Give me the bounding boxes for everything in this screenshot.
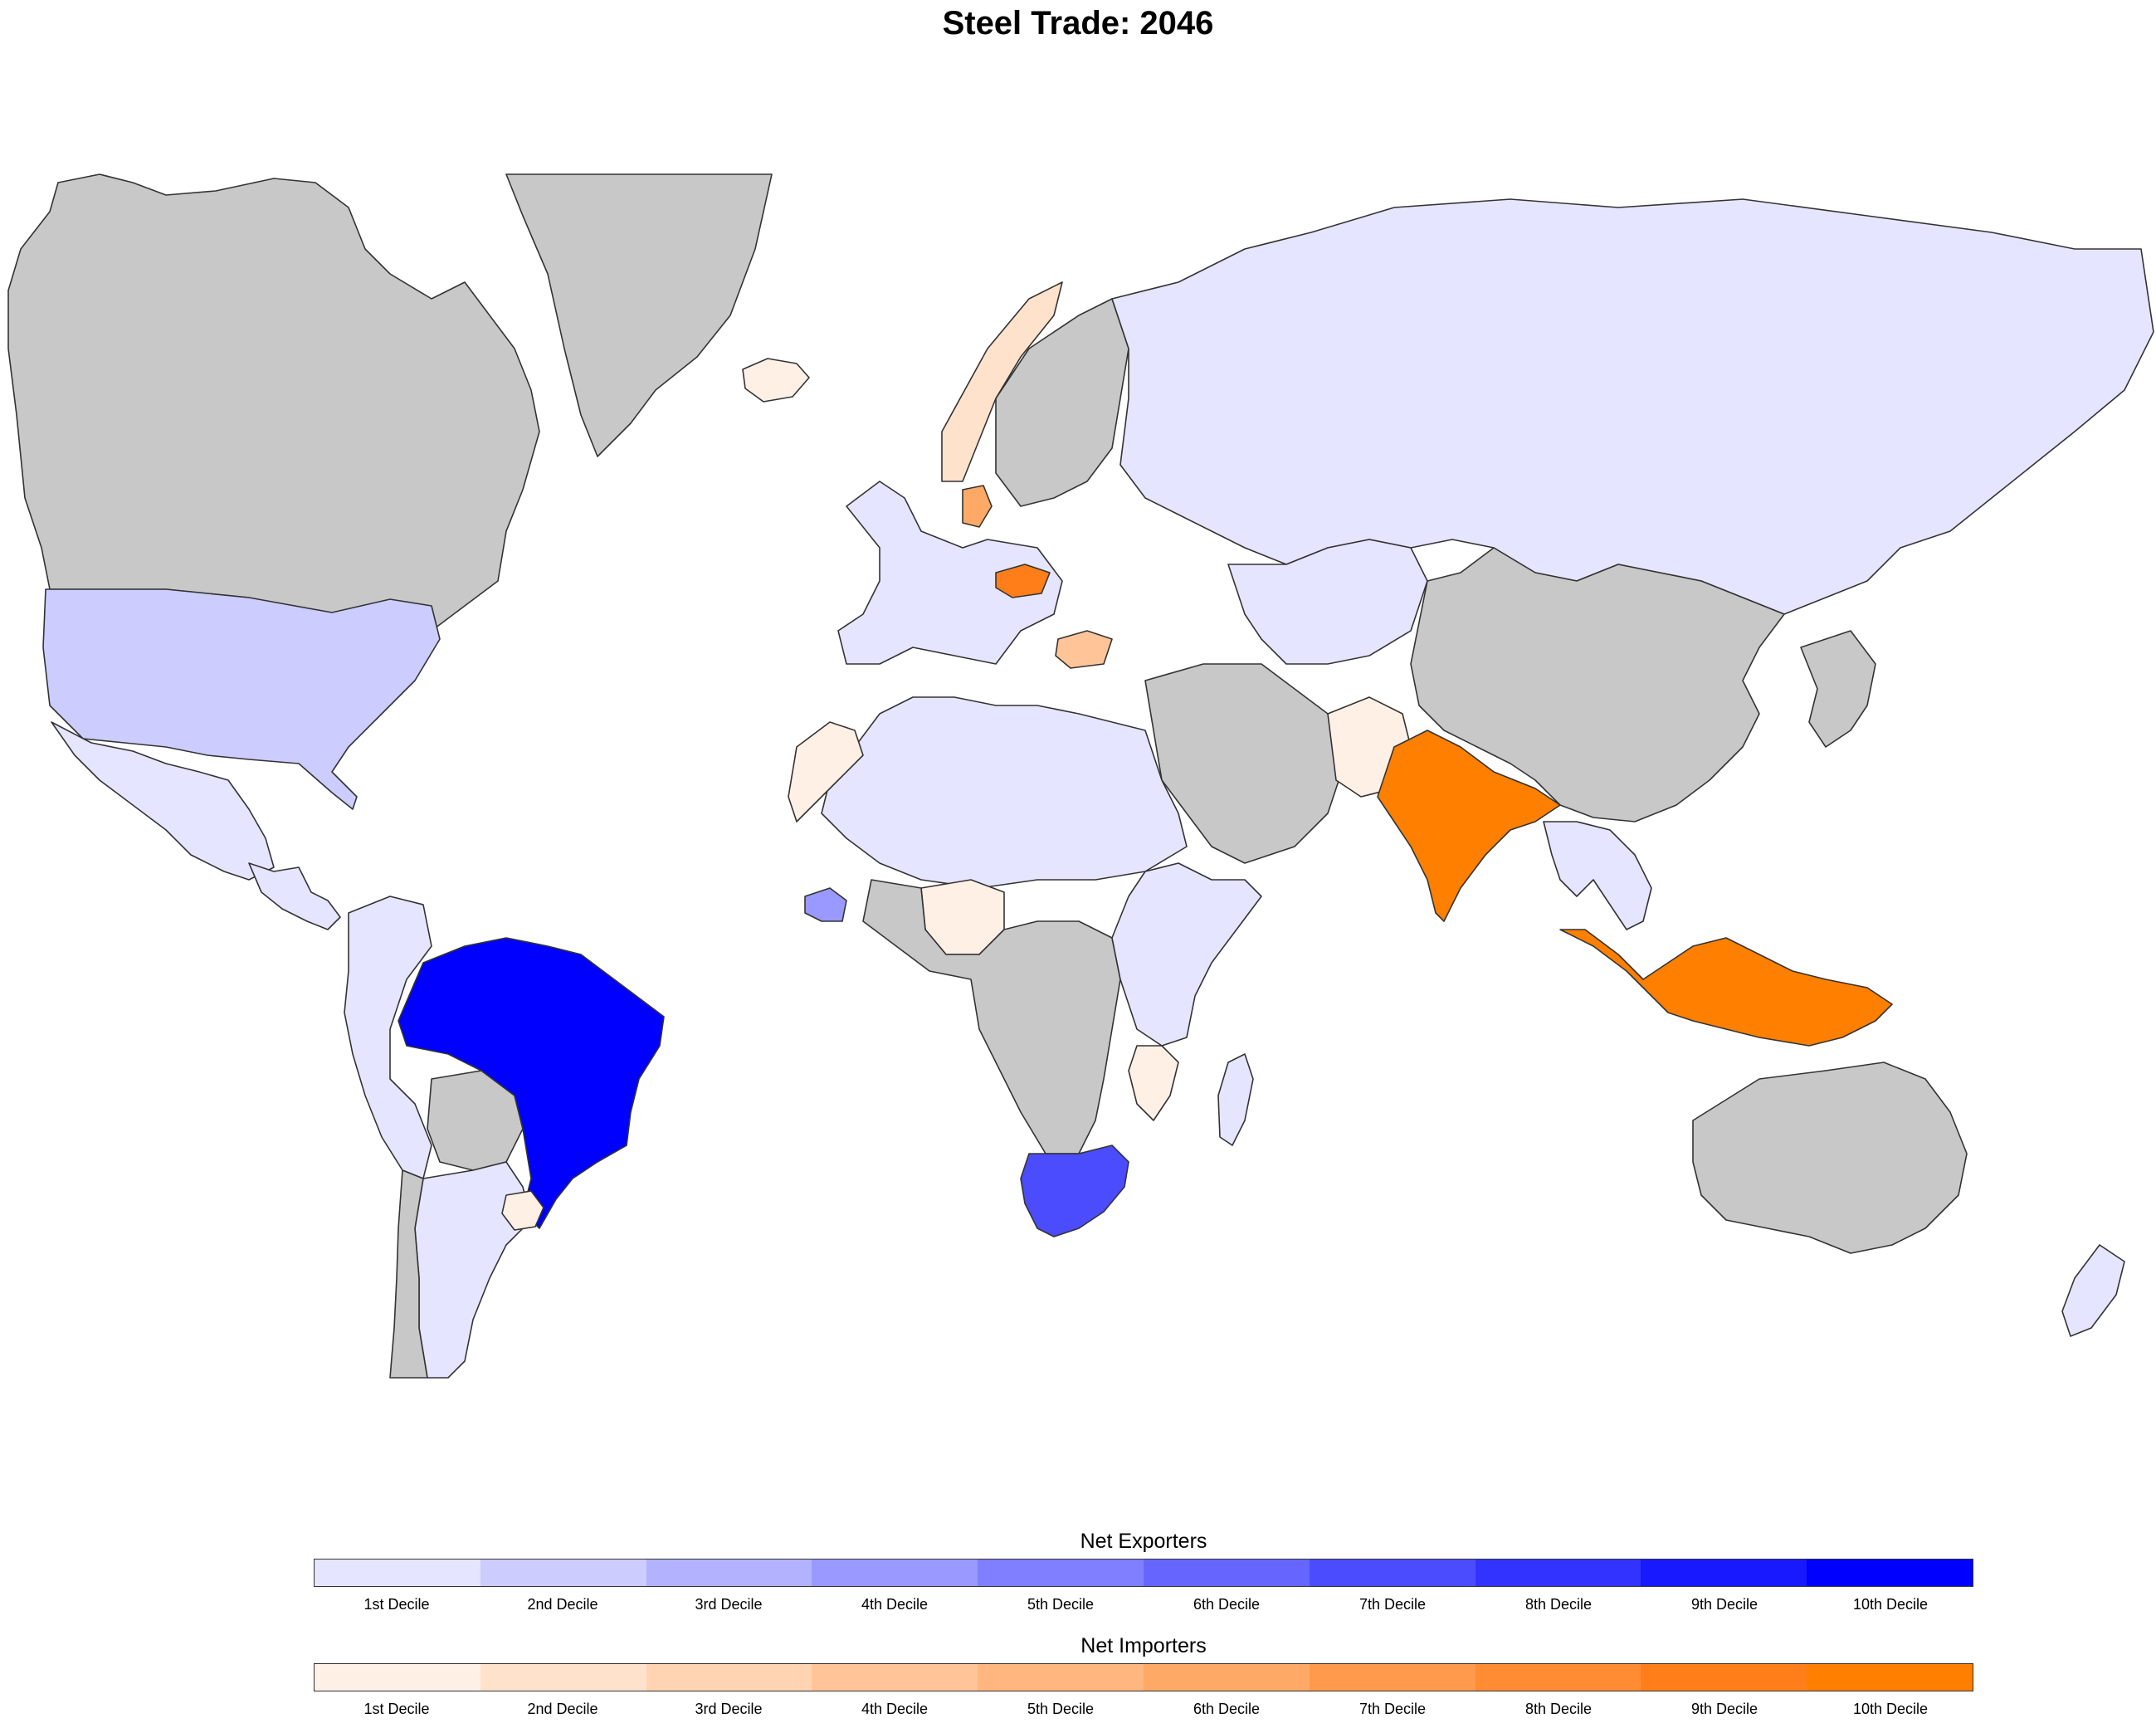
importers-swatch-5 bbox=[978, 1664, 1144, 1691]
exporters-tick-label-9: 9th Decile bbox=[1690, 1596, 1758, 1613]
region-canada bbox=[7, 173, 540, 656]
region-greenland bbox=[505, 173, 773, 457]
region-east-africa bbox=[1111, 862, 1262, 1047]
region-iceland bbox=[742, 358, 810, 403]
region-guinea bbox=[804, 887, 847, 922]
region-brazil bbox=[398, 937, 665, 1229]
importers-tick-label-6: 6th Decile bbox=[1193, 1701, 1261, 1717]
importers-swatch-3 bbox=[646, 1664, 812, 1691]
exporters-swatch-10 bbox=[1807, 1559, 1973, 1586]
exporters-tick-label-1: 1st Decile bbox=[363, 1596, 430, 1613]
importers-swatch-2 bbox=[480, 1664, 646, 1691]
exporters-swatch-1 bbox=[315, 1559, 480, 1586]
importers-swatch-8 bbox=[1475, 1664, 1641, 1691]
region-southeast-asia bbox=[1543, 821, 1652, 930]
exporters-swatch-3 bbox=[646, 1559, 812, 1586]
importers-tick-label-4: 4th Decile bbox=[861, 1701, 929, 1717]
importers-swatch-10 bbox=[1807, 1664, 1973, 1691]
exporters-swatch-4 bbox=[812, 1559, 978, 1586]
region-sweden-and-finland bbox=[995, 298, 1129, 507]
importers-tick-label-7: 7th Decile bbox=[1358, 1701, 1427, 1717]
region-russia bbox=[1111, 198, 2154, 615]
region-andean-countries bbox=[344, 896, 432, 1179]
region-middle-east bbox=[1144, 663, 1345, 864]
importers-tick-labels: 1st Decile 2nd Decile 3rd Decile 4th Decile… bbox=[314, 1700, 1973, 1718]
importers-tick-label-2: 2nd Decile bbox=[527, 1701, 598, 1717]
region-denmark bbox=[962, 485, 993, 528]
region-north-africa bbox=[821, 696, 1188, 889]
importers-tick-label-3: 3rd Decile bbox=[695, 1701, 763, 1717]
exporters-swatch-6 bbox=[1143, 1559, 1310, 1586]
region-australia bbox=[1692, 1062, 1968, 1254]
importers-tick-label-5: 5th Decile bbox=[1027, 1701, 1095, 1717]
region-south-africa bbox=[1020, 1145, 1129, 1237]
region-uruguay bbox=[501, 1190, 544, 1231]
region-china bbox=[1410, 547, 1785, 822]
importers-legend-title: Net Importers bbox=[1080, 1634, 1207, 1657]
region-mozambique bbox=[1128, 1045, 1179, 1121]
exporters-tick-label-7: 7th Decile bbox=[1358, 1596, 1427, 1613]
exporters-tick-label-10: 10th Decile bbox=[1852, 1596, 1929, 1613]
exporters-swatch-5 bbox=[978, 1559, 1144, 1586]
world-map bbox=[7, 173, 2154, 1379]
importers-tick-label-8: 8th Decile bbox=[1524, 1701, 1593, 1717]
importers-swatch-7 bbox=[1309, 1664, 1476, 1691]
exporters-color-bar bbox=[314, 1559, 1973, 1587]
exporters-tick-label-3: 3rd Decile bbox=[695, 1596, 763, 1613]
region-morocco bbox=[788, 721, 864, 822]
region-united-states bbox=[42, 588, 441, 810]
importers-tick-label-1: 1st Decile bbox=[363, 1701, 430, 1717]
importers-tick-label-9: 9th Decile bbox=[1690, 1701, 1758, 1717]
exporters-tick-labels: 1st Decile 2nd Decile 3rd Decile 4th Decile… bbox=[314, 1595, 1973, 1613]
region-chile bbox=[389, 1169, 428, 1379]
exporters-swatch-7 bbox=[1309, 1559, 1476, 1586]
region-central-and-southern-africa bbox=[862, 879, 1121, 1154]
exporters-tick-label-6: 6th Decile bbox=[1193, 1596, 1261, 1613]
region-new-zealand bbox=[2061, 1244, 2125, 1337]
importers-swatch-1 bbox=[315, 1664, 480, 1691]
exporters-legend-title: Net Exporters bbox=[1080, 1530, 1207, 1553]
exporters-tick-label-2: 2nd Decile bbox=[527, 1596, 598, 1613]
importers-tick-label-10: 10th Decile bbox=[1852, 1701, 1929, 1717]
region-indonesia bbox=[1559, 929, 1893, 1047]
region-mexico bbox=[51, 721, 275, 881]
importers-swatch-6 bbox=[1143, 1664, 1310, 1691]
map-title: Steel Trade: 2046 bbox=[942, 5, 1214, 41]
importers-swatch-4 bbox=[812, 1664, 978, 1691]
region-japan-and-korea bbox=[1800, 630, 1876, 748]
exporters-tick-label-4: 4th Decile bbox=[861, 1596, 929, 1613]
region-czech-republic bbox=[995, 564, 1051, 598]
region-western-europe bbox=[837, 481, 1063, 665]
region-norway bbox=[941, 281, 1063, 482]
importers-swatch-9 bbox=[1641, 1664, 1807, 1691]
exporters-swatch-8 bbox=[1475, 1559, 1641, 1586]
exporters-swatch-9 bbox=[1641, 1559, 1807, 1586]
region-madagascar bbox=[1217, 1053, 1254, 1146]
region-india bbox=[1377, 730, 1561, 922]
importers-color-bar bbox=[314, 1663, 1973, 1691]
region-central-asia bbox=[1227, 539, 1428, 665]
region-bulgaria bbox=[1055, 630, 1113, 669]
exporters-tick-label-5: 5th Decile bbox=[1027, 1596, 1095, 1613]
exporters-tick-label-8: 8th Decile bbox=[1524, 1596, 1593, 1613]
region-central-america bbox=[248, 862, 341, 930]
exporters-swatch-2 bbox=[480, 1559, 646, 1586]
